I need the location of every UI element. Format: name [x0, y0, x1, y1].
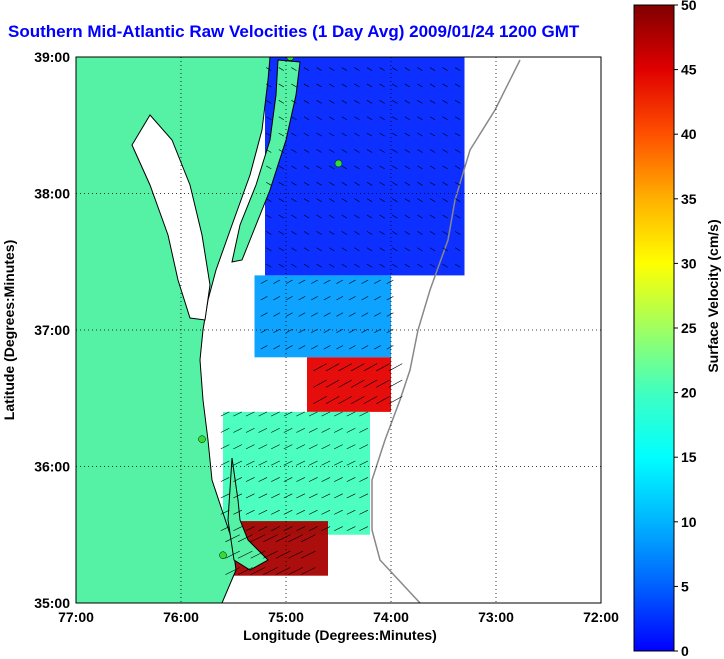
- plot-frame: [75, 56, 602, 604]
- colorbar-tick-label: 5: [681, 578, 689, 594]
- y-tick-label: 35:00: [34, 595, 70, 611]
- radar-station-3: [198, 435, 206, 443]
- x-tick-label: 77:00: [58, 609, 94, 625]
- x-tick-label: 75:00: [268, 609, 304, 625]
- x-axis-label: Longitude (Degrees:Minutes): [243, 627, 437, 643]
- delmarva-peninsula: [231, 59, 301, 263]
- radar-station-2: [334, 159, 343, 168]
- colorbar-tick-label: 20: [681, 385, 697, 401]
- radar-station-4: [219, 551, 227, 559]
- y-tick-label: 37:00: [34, 322, 70, 338]
- colorbar-tick-label: 50: [681, 0, 697, 13]
- velocity-region-jet-core: [307, 357, 391, 412]
- radar-station-1: [286, 57, 294, 61]
- y-tick-label: 39:00: [34, 49, 70, 65]
- y-axis-label: Latitude (Degrees:Minutes): [1, 240, 17, 420]
- x-tick-label: 76:00: [163, 609, 199, 625]
- colorbar-tick-label: 35: [681, 191, 697, 207]
- colorbar-tick-label: 40: [681, 126, 697, 142]
- y-tick-label: 38:00: [34, 186, 70, 202]
- chart-title: Southern Mid-Atlantic Raw Velocities (1 …: [8, 22, 580, 41]
- colorbar-tick-label: 45: [681, 62, 697, 78]
- velocity-vectors: [220, 67, 461, 575]
- y-tick-label: 36:00: [34, 459, 70, 475]
- x-tick-label: 73:00: [478, 609, 514, 625]
- x-tick-label: 72:00: [583, 609, 619, 625]
- velocity-region-northern-shelf: [265, 57, 465, 276]
- shelf-break-contour: [371, 59, 521, 603]
- outer-banks: [227, 457, 269, 571]
- colorbar-tick-label: 30: [681, 255, 697, 271]
- velocity-region-southern-shelf: [223, 411, 370, 535]
- colorbar-tick-label: 10: [681, 514, 697, 530]
- colorbar-tick-label: 0: [681, 643, 689, 659]
- chesapeake-bay: [131, 114, 211, 321]
- x-tick-label: 74:00: [373, 609, 409, 625]
- colorbar-label: Surface Velocity (cm/s): [705, 219, 721, 372]
- colorbar-tick-label: 25: [681, 320, 697, 336]
- grid-lines: [76, 57, 601, 603]
- velocity-region-central-shelf: [254, 275, 391, 358]
- colorbar: [633, 4, 675, 652]
- colorbar-tick-label: 15: [681, 449, 697, 465]
